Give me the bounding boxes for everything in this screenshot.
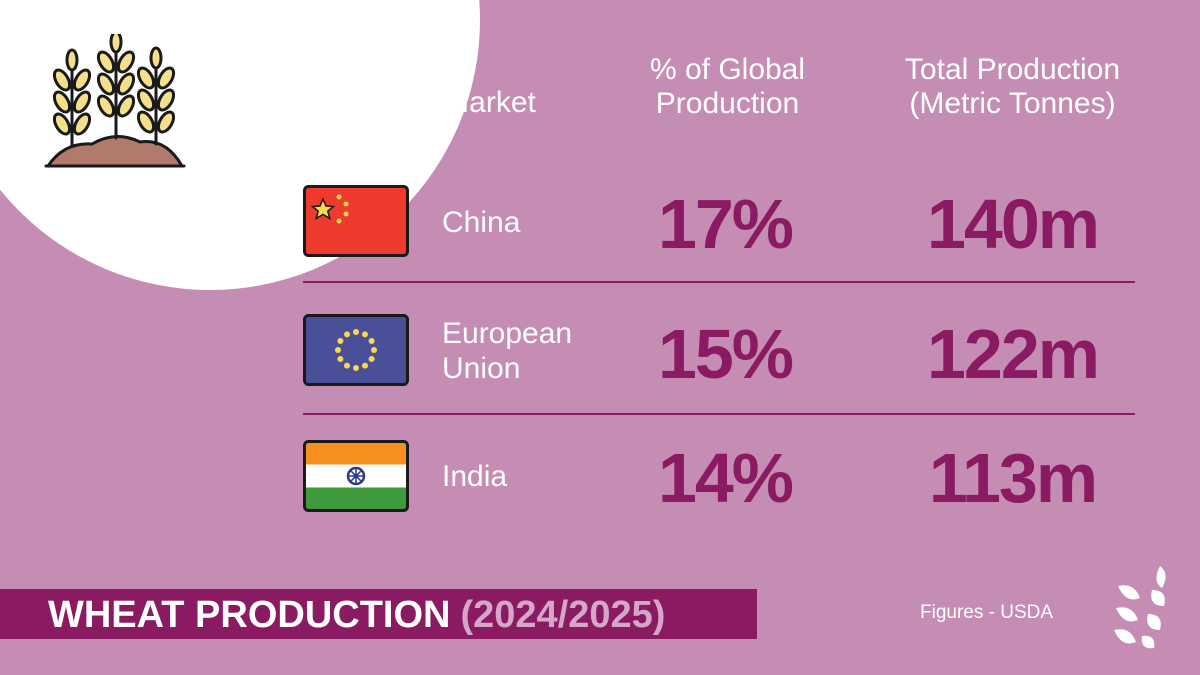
total-production-value: 122m [926,315,1100,393]
source-note: Figures - USDA [920,602,1054,623]
market-name: European Union [442,317,573,385]
india-flag-icon [303,440,409,512]
row-divider [303,413,1135,415]
global-share-value: 15% [657,315,794,393]
title-years: (2024/2025) [460,594,666,636]
page-title: WHEAT PRODUCTION (2024/2025) [48,594,665,636]
title-text: WHEAT PRODUCTION [48,594,451,636]
total-production-value: 113m [928,439,1098,517]
china-flag-icon [303,185,409,257]
market-name: China [442,206,521,239]
header-market: Market [444,86,536,119]
header-global-share: % of Global Production [649,53,806,120]
wheat-logo-icon [1114,566,1166,649]
row-divider [303,281,1135,283]
eu-flag-icon [303,314,409,386]
market-name: India [442,460,508,493]
global-share-value: 14% [657,439,794,517]
header-total-production: Total Production (Metric Tonnes) [904,53,1121,120]
wheat-field-icon [44,34,186,168]
global-share-value: 17% [657,185,794,263]
total-production-value: 140m [926,185,1100,263]
title-banner: WHEAT PRODUCTION (2024/2025) [0,589,757,639]
